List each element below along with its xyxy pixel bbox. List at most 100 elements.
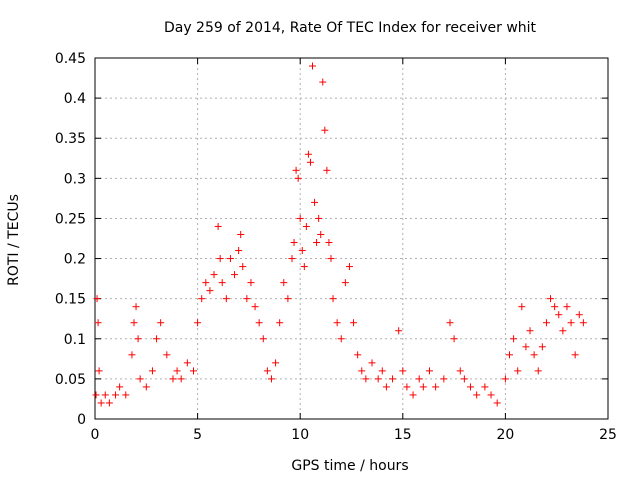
data-point <box>446 319 454 327</box>
data-point <box>97 399 105 407</box>
data-point <box>354 351 362 359</box>
data-point <box>173 367 181 375</box>
data-point <box>362 375 370 383</box>
data-point <box>294 174 302 182</box>
data-point <box>94 319 102 327</box>
data-point <box>350 319 358 327</box>
data-point <box>345 263 353 271</box>
data-point <box>296 214 304 222</box>
x-tick-label: 5 <box>193 427 202 443</box>
data-point <box>450 335 458 343</box>
data-point <box>306 158 314 166</box>
y-tick-label: 0.3 <box>64 171 86 187</box>
y-tick-label: 0.25 <box>55 211 86 227</box>
data-point <box>395 327 403 335</box>
data-point <box>382 383 390 391</box>
axis-ticks <box>94 57 609 420</box>
data-point <box>163 351 171 359</box>
data-point <box>202 279 210 287</box>
data-point <box>93 295 101 303</box>
data-point <box>399 367 407 375</box>
data-point <box>280 279 288 287</box>
data-point <box>440 375 448 383</box>
data-point <box>510 335 518 343</box>
data-point <box>210 271 218 279</box>
data-point <box>522 343 530 351</box>
data-point <box>493 399 501 407</box>
data-point <box>358 367 366 375</box>
data-point <box>321 126 329 134</box>
y-tick-label: 0.15 <box>55 292 86 308</box>
x-tick-label: 0 <box>91 427 100 443</box>
data-point <box>425 367 433 375</box>
data-point <box>298 247 306 255</box>
data-point <box>290 239 298 247</box>
data-point <box>92 391 100 399</box>
data-point <box>218 279 226 287</box>
data-point <box>134 335 142 343</box>
data-point <box>315 214 323 222</box>
data-point <box>189 367 197 375</box>
data-point <box>389 375 397 383</box>
y-tick-label: 0.1 <box>64 332 86 348</box>
data-point <box>157 319 165 327</box>
x-tick-labels: 0 5 10 15 20 25 <box>91 427 617 443</box>
x-axis-label: GPS time / hours <box>291 458 408 474</box>
data-point <box>148 367 156 375</box>
data-point <box>551 303 559 311</box>
data-point <box>105 399 113 407</box>
data-point <box>317 230 325 238</box>
data-point <box>288 255 296 263</box>
data-point <box>239 263 247 271</box>
data-point <box>481 383 489 391</box>
data-point <box>122 391 130 399</box>
data-point <box>95 367 103 375</box>
data-point <box>309 62 317 70</box>
data-point <box>231 271 239 279</box>
data-point <box>313 239 321 247</box>
data-point <box>555 311 563 319</box>
data-point <box>226 255 234 263</box>
y-axis-label: ROTI / TECUs <box>6 194 22 286</box>
data-point <box>177 375 185 383</box>
grid-lines <box>95 58 608 419</box>
chart-title: Day 259 of 2014, Rate Of TEC Index for r… <box>164 20 537 36</box>
data-point <box>419 383 427 391</box>
data-point <box>243 295 251 303</box>
data-point <box>333 319 341 327</box>
y-tick-label: 0.2 <box>64 252 86 268</box>
data-point <box>263 367 271 375</box>
data-point <box>374 375 382 383</box>
data-point <box>325 239 333 247</box>
data-point <box>403 383 411 391</box>
data-point <box>514 367 522 375</box>
data-points <box>92 62 587 407</box>
data-point <box>222 295 230 303</box>
data-point <box>216 255 224 263</box>
data-point <box>456 367 464 375</box>
data-point <box>255 319 263 327</box>
data-point <box>142 383 150 391</box>
data-point <box>214 222 222 230</box>
data-point <box>432 383 440 391</box>
data-point <box>473 391 481 399</box>
data-point <box>559 327 567 335</box>
data-point <box>337 335 345 343</box>
data-point <box>547 295 555 303</box>
data-point <box>272 359 280 367</box>
data-point <box>206 287 214 295</box>
data-point <box>378 367 386 375</box>
data-point <box>526 327 534 335</box>
y-tick-label: 0.35 <box>55 131 86 147</box>
y-tick-label: 0.4 <box>64 91 86 107</box>
y-tick-label: 0.05 <box>55 372 86 388</box>
data-point <box>506 351 514 359</box>
plot-frame <box>94 57 609 420</box>
data-point <box>341 279 349 287</box>
data-point <box>409 391 417 399</box>
data-point <box>130 319 138 327</box>
data-point <box>460 375 468 383</box>
data-point <box>136 375 144 383</box>
data-point <box>304 150 312 158</box>
